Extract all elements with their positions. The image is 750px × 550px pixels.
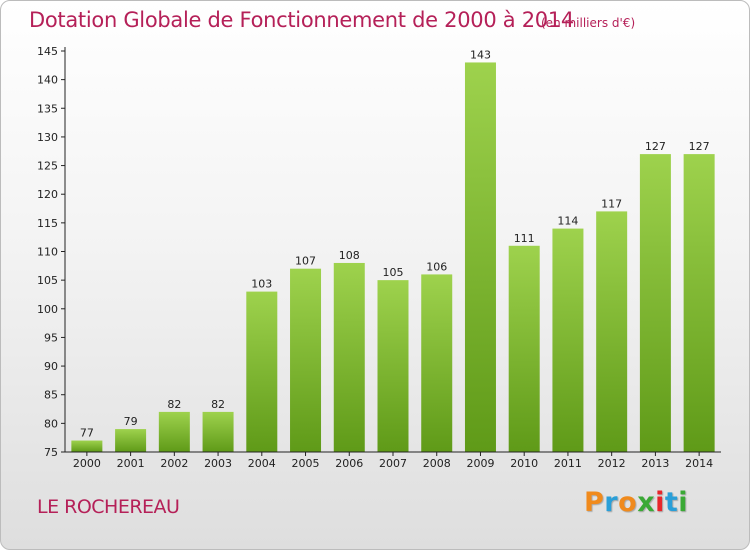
value-label-2002: 82 xyxy=(167,398,181,411)
logo-letter: t xyxy=(664,487,679,518)
commune-name: LE ROCHEREAU xyxy=(37,496,180,518)
chart-subtitle: (en milliers d'€) xyxy=(541,16,636,30)
y-tick-label-100: 100 xyxy=(37,303,58,316)
value-label-2001: 79 xyxy=(124,415,138,428)
bar-2009 xyxy=(464,62,496,452)
bar-2003 xyxy=(202,411,234,452)
x-tick-label-2008: 2008 xyxy=(423,457,451,470)
y-tick-label-105: 105 xyxy=(37,274,58,287)
logo-letter: r xyxy=(604,487,619,518)
y-tick-label-130: 130 xyxy=(37,131,58,144)
value-label-2000: 77 xyxy=(80,427,94,440)
x-tick-label-2003: 2003 xyxy=(204,457,232,470)
y-tick-label-145: 145 xyxy=(37,45,58,58)
y-tick-label-140: 140 xyxy=(37,74,58,87)
x-tick-label-2010: 2010 xyxy=(510,457,538,470)
bar-2007 xyxy=(377,280,409,452)
y-tick-label-120: 120 xyxy=(37,188,58,201)
y-tick-label-75: 75 xyxy=(44,446,58,459)
y-tick-label-85: 85 xyxy=(44,389,58,402)
x-tick-label-2012: 2012 xyxy=(598,457,626,470)
y-tick-label-110: 110 xyxy=(37,246,58,259)
bar-2004 xyxy=(246,291,278,452)
value-label-2014: 127 xyxy=(689,140,710,153)
x-tick-label-2001: 2001 xyxy=(117,457,145,470)
value-label-2009: 143 xyxy=(470,48,491,61)
proxiti-logo: Proxiti xyxy=(584,487,688,518)
chart-title: Dotation Globale de Fonctionnement de 20… xyxy=(29,8,574,32)
x-tick-label-2011: 2011 xyxy=(554,457,582,470)
x-tick-label-2006: 2006 xyxy=(335,457,363,470)
x-tick-label-2009: 2009 xyxy=(466,457,494,470)
value-label-2010: 111 xyxy=(514,232,535,245)
x-tick-label-2002: 2002 xyxy=(160,457,188,470)
y-tick-label-80: 80 xyxy=(44,417,58,430)
bars-group: 77 79 82 82 103 107 108 105 106 143 111 114 117 127 12… xyxy=(71,48,715,452)
bar-2010 xyxy=(508,245,540,452)
y-tick-label-115: 115 xyxy=(37,217,58,230)
x-tick-label-2000: 2000 xyxy=(73,457,101,470)
value-label-2008: 106 xyxy=(426,260,447,273)
logo-letter: P xyxy=(584,487,605,518)
logo-letter: o xyxy=(618,487,638,518)
x-tick-label-2007: 2007 xyxy=(379,457,407,470)
value-label-2012: 117 xyxy=(601,197,622,210)
logo-letter: i xyxy=(655,487,665,518)
value-label-2013: 127 xyxy=(645,140,666,153)
logo-letter: i xyxy=(678,487,689,518)
bar-2008 xyxy=(421,274,453,452)
y-tick-label-95: 95 xyxy=(44,331,58,344)
value-label-2006: 108 xyxy=(339,249,360,262)
bar-2014 xyxy=(683,154,715,452)
y-tick-label-135: 135 xyxy=(37,102,58,115)
value-label-2004: 103 xyxy=(251,278,272,291)
bar-2006 xyxy=(333,262,365,452)
bar-2013 xyxy=(639,154,671,452)
bar-2005 xyxy=(290,268,322,452)
value-label-2003: 82 xyxy=(211,398,225,411)
value-label-2007: 105 xyxy=(383,266,404,279)
y-tick-label-125: 125 xyxy=(37,160,58,173)
value-label-2005: 107 xyxy=(295,255,316,268)
x-tick-label-2004: 2004 xyxy=(248,457,276,470)
logo-letter: x xyxy=(637,487,656,518)
value-label-2011: 114 xyxy=(557,215,578,228)
x-tick-label-2013: 2013 xyxy=(641,457,669,470)
bar-2000 xyxy=(71,440,103,452)
axes-group: 2000 2001 2002 2003 2004 2005 2006 2007 2008 2009… xyxy=(37,45,721,470)
bar-2001 xyxy=(115,429,147,452)
bar-2002 xyxy=(158,411,190,452)
x-tick-label-2014: 2014 xyxy=(685,457,713,470)
x-tick-label-2005: 2005 xyxy=(292,457,320,470)
y-tick-label-90: 90 xyxy=(44,360,58,373)
bar-2011 xyxy=(552,228,584,452)
bar-2012 xyxy=(596,211,628,452)
